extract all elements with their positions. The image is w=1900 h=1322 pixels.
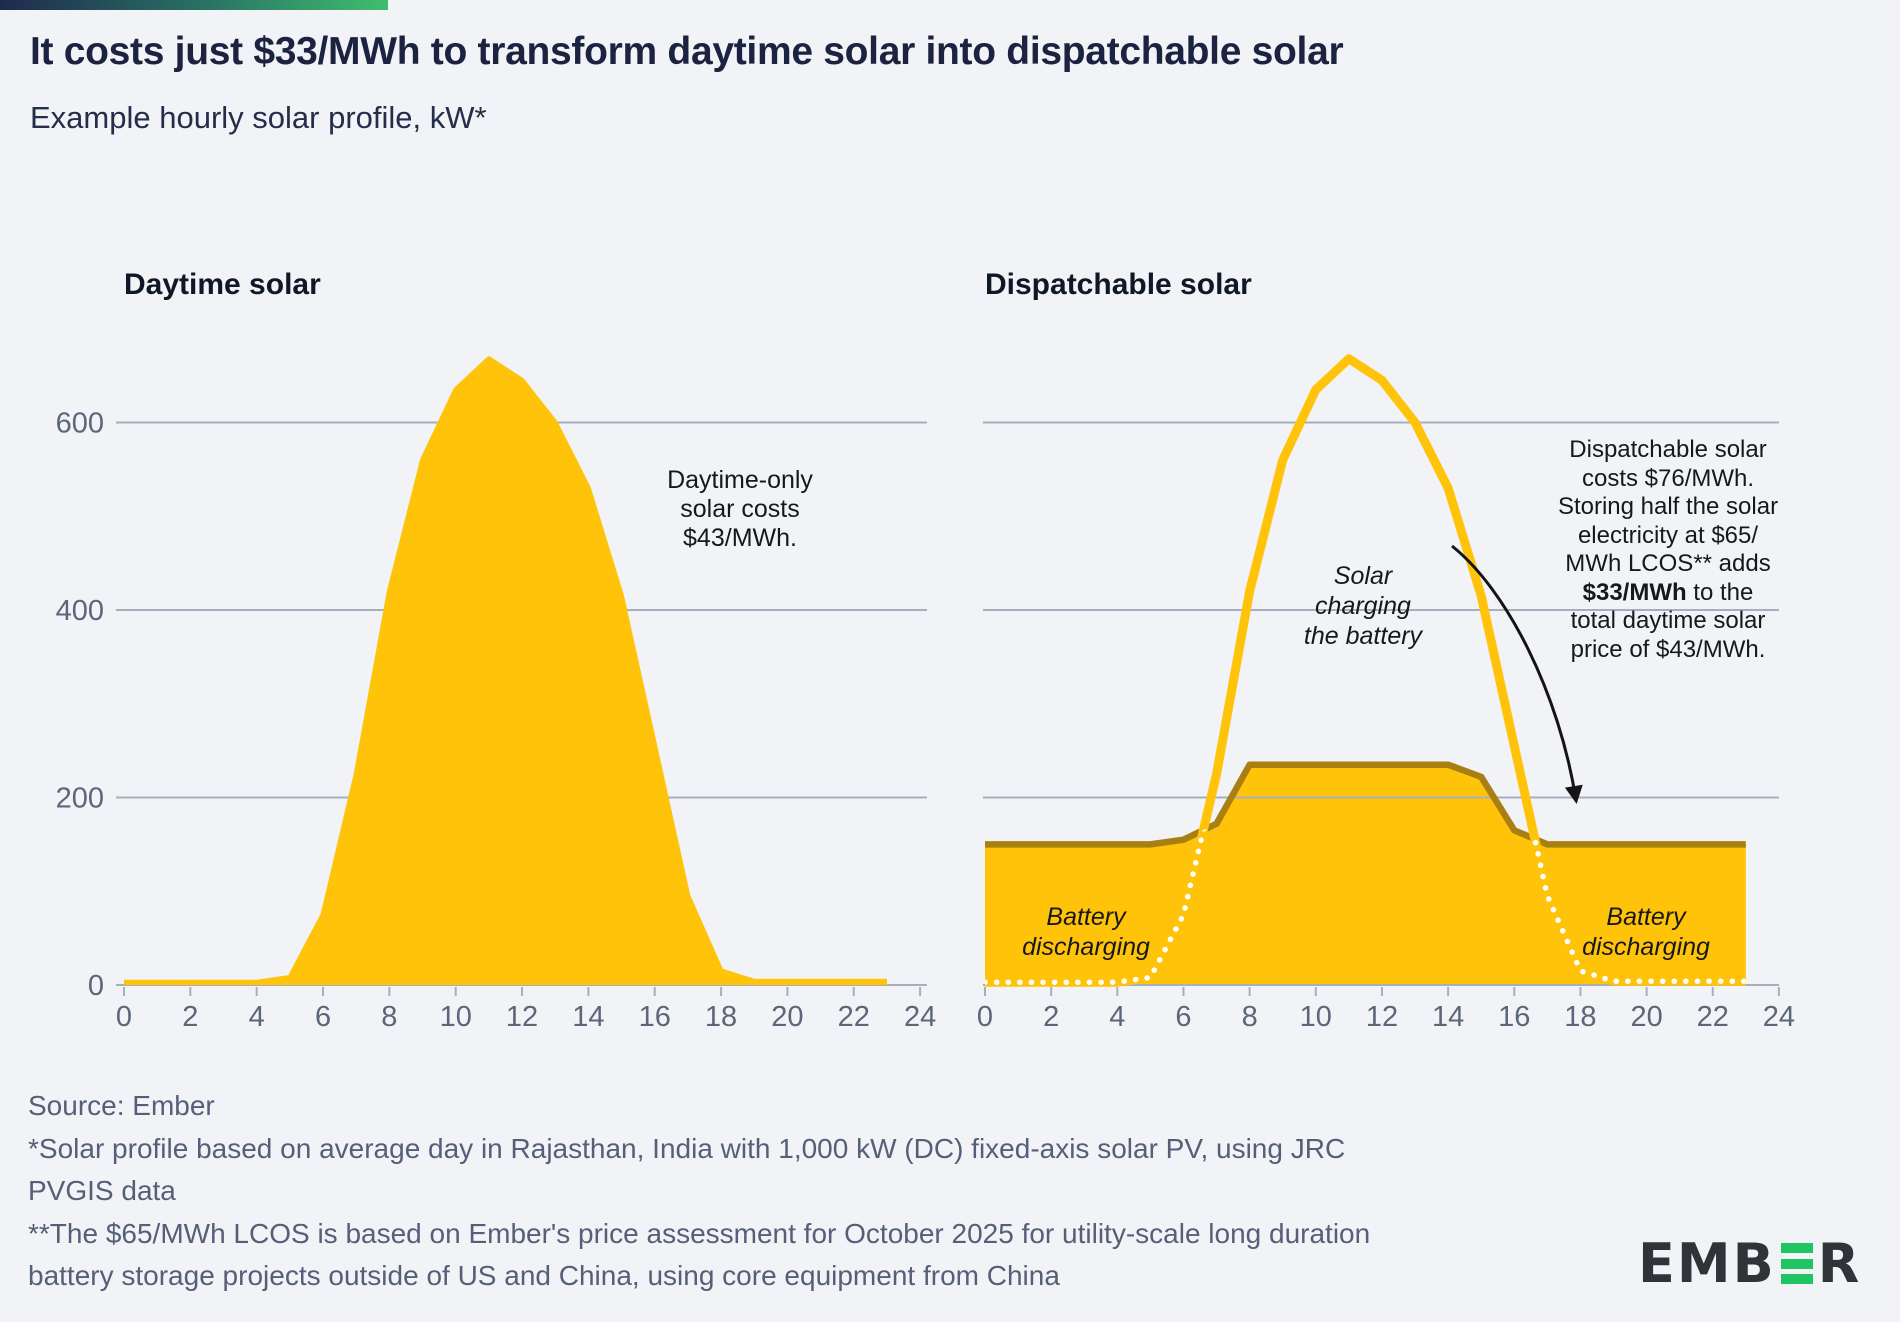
x-axis-label-right-22: 22 <box>1697 1001 1729 1033</box>
solar-charging-annotation: Solar charging the battery <box>1304 561 1422 651</box>
x-axis-label-left-18: 18 <box>705 1001 737 1033</box>
x-axis-label-right-2: 2 <box>1043 1001 1059 1033</box>
annotation-line: discharging <box>1582 933 1710 961</box>
annotation-line: costs $76/MWh. <box>1581 464 1755 492</box>
battery-discharging-right-annotation: Battery discharging <box>1582 902 1710 962</box>
x-axis-label-right-12: 12 <box>1366 1001 1398 1033</box>
x-axis-label-left-2: 2 <box>182 1001 198 1033</box>
battery-discharging-left-annotation: Battery discharging <box>1022 902 1150 962</box>
x-axis-label-right-6: 6 <box>1175 1001 1191 1033</box>
x-axis-label-right-0: 0 <box>977 1001 993 1033</box>
footnote-line: Source: Ember <box>28 1090 215 1121</box>
page-title: It costs just $33/MWh to transform dayti… <box>30 30 1344 73</box>
annotation-line: Solar <box>1333 562 1393 590</box>
page-subtitle: Example hourly solar profile, kW* <box>30 100 487 135</box>
footnote-line: battery storage projects outside of US a… <box>28 1260 1060 1291</box>
annotation-line: Daytime-only <box>667 466 813 494</box>
source-footnotes: Source: Ember *Solar profile based on ave… <box>28 1085 1370 1298</box>
y-axis-label-600: 600 <box>56 408 104 440</box>
x-axis-label-right-20: 20 <box>1630 1001 1662 1033</box>
solar-profile-dotted-overlay <box>985 764 1746 985</box>
y-axis-label-200: 200 <box>56 783 104 815</box>
x-axis-label-left-16: 16 <box>639 1001 671 1033</box>
x-axis-label-right-18: 18 <box>1564 1001 1596 1033</box>
logo-text-r: R <box>1817 1232 1862 1295</box>
dispatchable-cost-callout: Dispatchable solar costs $76/MWh. Storing … <box>1518 436 1818 664</box>
x-axis-label-right-4: 4 <box>1109 1001 1125 1033</box>
annotation-line: the battery <box>1303 622 1423 650</box>
daytime-cost-annotation: Daytime-only solar costs $43/MWh. <box>667 466 813 553</box>
footnote-line: **The $65/MWh LCOS is based on Ember's p… <box>28 1217 1371 1249</box>
x-axis-label-left-6: 6 <box>315 1001 331 1033</box>
daytime-solar-area <box>124 358 887 985</box>
footnote-line: PVGIS data <box>28 1175 176 1206</box>
y-axis-label-0: 0 <box>88 970 104 1002</box>
annotation-line: solar costs <box>680 495 800 523</box>
dispatchable-output-stroke <box>985 761 1746 848</box>
x-axis-label-left-14: 14 <box>572 1001 604 1033</box>
x-axis-label-left-20: 20 <box>771 1001 803 1033</box>
x-axis-label-left-24: 24 <box>904 1001 936 1033</box>
x-axis-label-left-4: 4 <box>249 1001 265 1033</box>
logo-text-emb: EMB <box>1638 1232 1776 1295</box>
annotation-line: charging <box>1315 592 1411 620</box>
x-axis-label-left-8: 8 <box>381 1001 397 1033</box>
y-axis-label-400: 400 <box>56 595 104 627</box>
x-axis-label-left-12: 12 <box>506 1001 538 1033</box>
x-axis-label-left-0: 0 <box>116 1001 132 1033</box>
logo-green-e-icon <box>1780 1243 1813 1284</box>
annotation-line: Dispatchable solar <box>1569 436 1767 463</box>
annotation-line: electricity at $65/ <box>1577 521 1759 549</box>
annotation-line: discharging <box>1022 933 1150 961</box>
x-axis-label-left-10: 10 <box>440 1001 472 1033</box>
annotation-line: price of $43/MWh. <box>1570 635 1766 663</box>
annotation-line: MWh LCOS** adds <box>1565 550 1771 577</box>
annotation-line: $43/MWh. <box>683 524 797 552</box>
left-panel-title: Daytime solar <box>124 268 321 301</box>
x-axis-label-right-14: 14 <box>1432 1001 1464 1033</box>
x-axis-label-left-22: 22 <box>838 1001 870 1033</box>
callout-arrow <box>1451 544 1583 804</box>
annotation-line: Battery <box>1606 903 1686 931</box>
x-axis-label-right-24: 24 <box>1763 1001 1795 1033</box>
annotation-line: $33/MWh to the <box>1582 578 1754 606</box>
annotation-line: Battery <box>1046 903 1126 931</box>
daytime-solar-outline <box>124 356 887 985</box>
footnote-line: *Solar profile based on average day in R… <box>28 1132 1346 1164</box>
right-panel-title: Dispatchable solar <box>985 268 1252 301</box>
x-axis-label-right-8: 8 <box>1242 1001 1258 1033</box>
x-axis-label-right-10: 10 <box>1300 1001 1332 1033</box>
x-axis-label-right-16: 16 <box>1498 1001 1530 1033</box>
annotation-line: total daytime solar <box>1570 607 1766 634</box>
accent-gradient-bar <box>0 0 388 10</box>
ember-logo: EMB R <box>1638 1232 1861 1295</box>
annotation-line: Storing half the solar <box>1557 493 1779 520</box>
